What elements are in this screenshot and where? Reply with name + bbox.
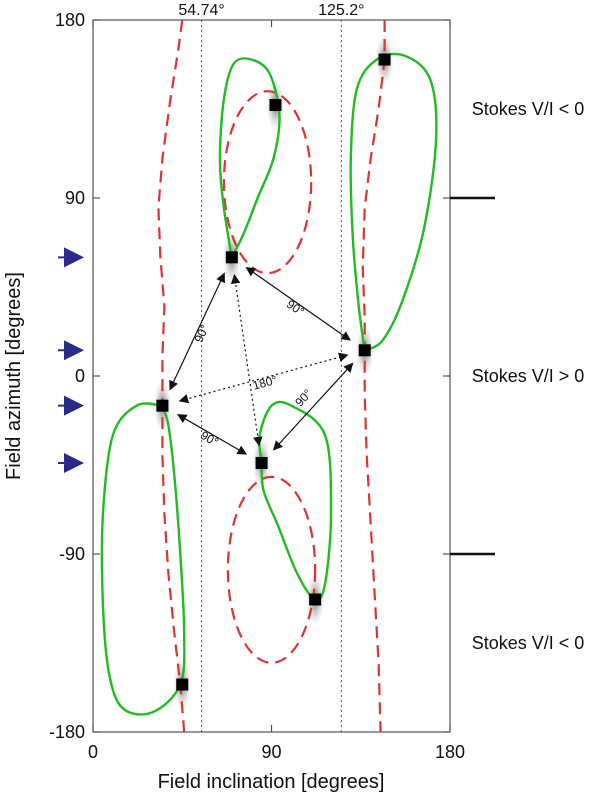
green-contour-lower-mid bbox=[257, 400, 333, 602]
angle-arrow-2 bbox=[178, 352, 349, 404]
contour-curves bbox=[100, 19, 438, 733]
solution-points bbox=[156, 53, 391, 691]
angle-arrow-1 bbox=[245, 266, 351, 341]
reference-line-label-0: 54.74° bbox=[178, 2, 224, 19]
y-tick-label: -90 bbox=[59, 544, 85, 564]
angle-label-2: 180° bbox=[251, 373, 279, 393]
side-labels: Stokes V/I < 0 Stokes V/I > 0 Stokes V/I <… bbox=[450, 99, 584, 653]
angle-arrow-4 bbox=[176, 414, 248, 455]
red-dashed-ellipse-upper bbox=[222, 90, 313, 275]
x-tick-label: 90 bbox=[261, 742, 281, 762]
y-tick-label: 0 bbox=[75, 366, 85, 386]
x-axis-title: Field inclination [degrees] bbox=[158, 771, 385, 793]
angle-arrow-5 bbox=[272, 362, 354, 451]
angle-label-0: 90° bbox=[191, 322, 211, 345]
solution-point bbox=[309, 593, 322, 606]
y-tick-label: -180 bbox=[49, 722, 85, 742]
solution-point bbox=[255, 457, 268, 470]
red-dashed-curve-right bbox=[361, 20, 386, 733]
solution-point bbox=[225, 251, 238, 264]
stokes-label-1: Stokes V/I > 0 bbox=[472, 366, 585, 386]
solution-point bbox=[358, 344, 371, 357]
angle-arrow-3 bbox=[230, 273, 263, 447]
green-contour-right bbox=[349, 52, 438, 352]
axis-ticks: 0 90 180 180 90 0 -90 -180 bbox=[49, 10, 465, 762]
x-tick-label: 0 bbox=[88, 742, 98, 762]
x-tick-label: 180 bbox=[435, 742, 465, 762]
stokes-label-0: Stokes V/I < 0 bbox=[472, 99, 585, 119]
arrow-markers bbox=[58, 247, 84, 474]
solution-point bbox=[156, 399, 169, 412]
solution-point bbox=[269, 99, 282, 112]
angle-label-5: 90° bbox=[292, 386, 315, 409]
red-dashed-ellipse-lower bbox=[226, 475, 317, 664]
reference-line-label-1: 125.2° bbox=[318, 2, 364, 19]
y-axis-title: Field azimuth [degrees] bbox=[3, 272, 25, 480]
stokes-label-2: Stokes V/I < 0 bbox=[472, 633, 585, 653]
probability-blobs bbox=[153, 33, 394, 711]
solution-point bbox=[176, 678, 189, 691]
angle-label-1: 90° bbox=[284, 297, 307, 319]
y-tick-label: 90 bbox=[65, 188, 85, 208]
y-tick-label: 180 bbox=[55, 10, 85, 30]
green-contour-lower-left bbox=[100, 402, 186, 716]
green-contour-upper bbox=[218, 57, 281, 258]
solution-point bbox=[378, 53, 391, 66]
red-dashed-curve-left bbox=[157, 19, 186, 733]
